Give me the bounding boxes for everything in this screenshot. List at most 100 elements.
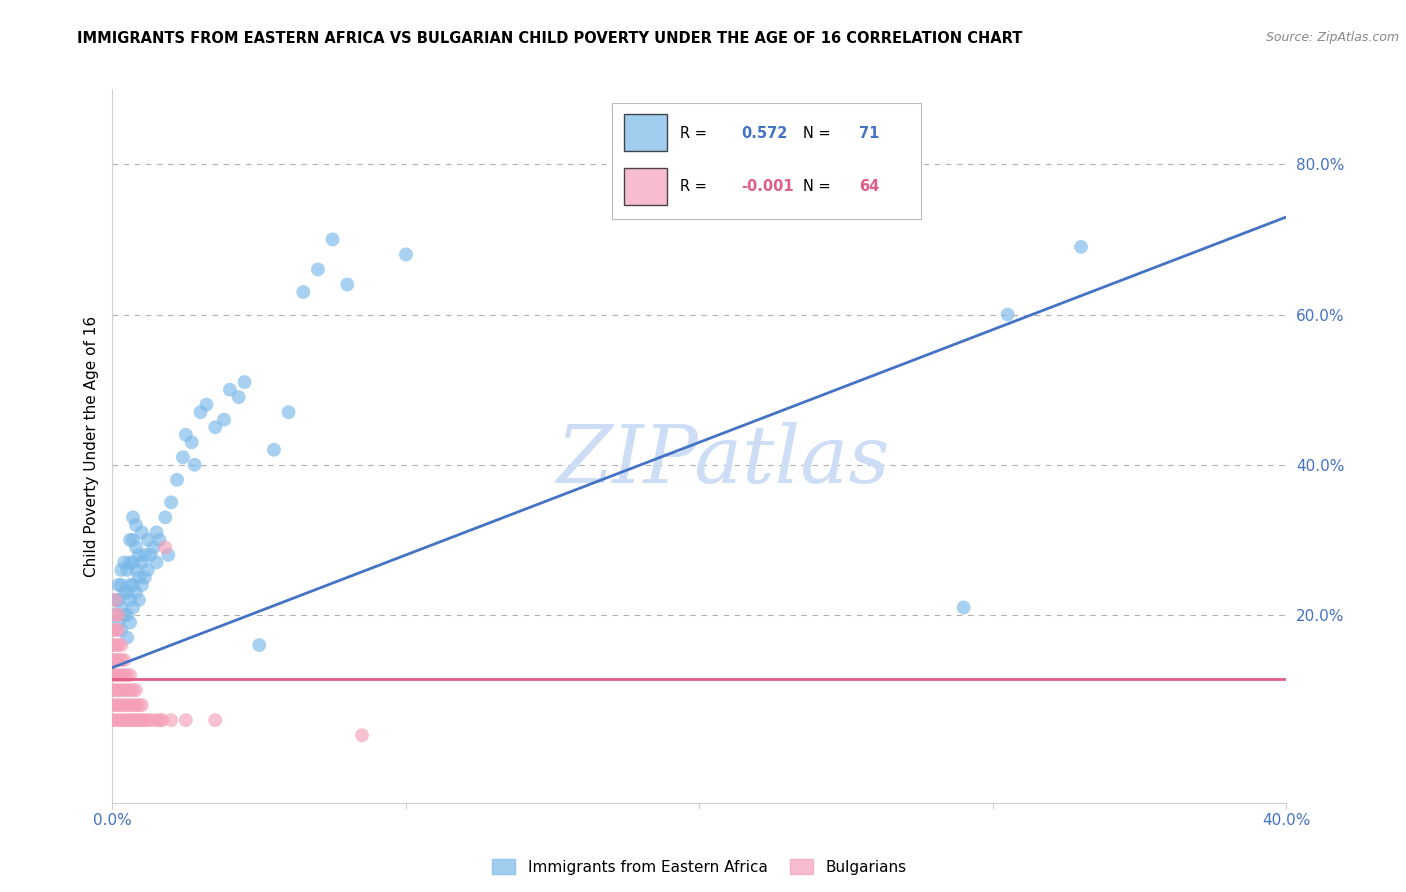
Point bbox=[228, 390, 250, 404]
Point bbox=[125, 585, 148, 599]
Point bbox=[104, 593, 127, 607]
Point bbox=[128, 713, 150, 727]
Point bbox=[204, 420, 226, 434]
Point bbox=[112, 683, 135, 698]
Text: -0.001: -0.001 bbox=[741, 178, 794, 194]
Point bbox=[322, 232, 344, 246]
Point bbox=[101, 668, 124, 682]
Point bbox=[110, 713, 132, 727]
Point bbox=[104, 623, 127, 637]
Point bbox=[125, 563, 148, 577]
Point bbox=[120, 683, 142, 698]
Text: Source: ZipAtlas.com: Source: ZipAtlas.com bbox=[1265, 31, 1399, 45]
Point bbox=[104, 653, 127, 667]
Point bbox=[104, 607, 127, 622]
Text: 0.572: 0.572 bbox=[741, 127, 787, 142]
Point bbox=[122, 698, 145, 713]
Point bbox=[218, 383, 242, 397]
Point bbox=[115, 585, 138, 599]
Text: ZIPatlas: ZIPatlas bbox=[557, 422, 890, 499]
Point bbox=[112, 556, 135, 570]
Point bbox=[115, 683, 138, 698]
Point bbox=[120, 533, 142, 547]
Text: R =: R = bbox=[679, 178, 707, 194]
Point bbox=[160, 495, 183, 509]
Point bbox=[125, 683, 148, 698]
Text: N =: N = bbox=[803, 178, 831, 194]
Point bbox=[104, 683, 127, 698]
Point bbox=[110, 653, 132, 667]
Point bbox=[101, 683, 124, 698]
Point bbox=[160, 713, 183, 727]
Point bbox=[212, 413, 235, 427]
Point bbox=[107, 623, 129, 637]
Point bbox=[120, 615, 142, 630]
Point bbox=[134, 548, 156, 562]
Point bbox=[120, 713, 142, 727]
Point bbox=[263, 442, 285, 457]
Point bbox=[112, 668, 135, 682]
Point bbox=[115, 668, 138, 682]
Point bbox=[104, 713, 127, 727]
Point bbox=[115, 698, 138, 713]
Point bbox=[112, 607, 135, 622]
Point bbox=[190, 405, 212, 419]
Point bbox=[104, 607, 127, 622]
Point bbox=[122, 510, 145, 524]
Point bbox=[125, 713, 148, 727]
Point bbox=[128, 570, 150, 584]
Point bbox=[277, 405, 299, 419]
Point bbox=[120, 593, 142, 607]
Point bbox=[115, 607, 138, 622]
Point bbox=[131, 698, 153, 713]
Point bbox=[997, 308, 1019, 322]
Point bbox=[101, 713, 124, 727]
Point bbox=[122, 683, 145, 698]
Point bbox=[174, 713, 197, 727]
Text: 64: 64 bbox=[859, 178, 879, 194]
Point bbox=[233, 375, 256, 389]
Point bbox=[112, 653, 135, 667]
Point bbox=[952, 600, 974, 615]
Point bbox=[112, 713, 135, 727]
Point bbox=[107, 698, 129, 713]
Point bbox=[145, 525, 167, 540]
Point bbox=[139, 548, 162, 562]
Point bbox=[136, 563, 159, 577]
Point bbox=[112, 585, 135, 599]
Text: R =: R = bbox=[679, 127, 707, 142]
Point bbox=[107, 653, 129, 667]
Point bbox=[134, 570, 156, 584]
Point bbox=[115, 631, 138, 645]
Point bbox=[115, 563, 138, 577]
Point bbox=[131, 713, 153, 727]
Point bbox=[134, 713, 156, 727]
Point bbox=[145, 713, 167, 727]
Point bbox=[110, 698, 132, 713]
Point bbox=[148, 713, 170, 727]
Point bbox=[174, 427, 197, 442]
Point bbox=[107, 607, 129, 622]
Point bbox=[145, 556, 167, 570]
Point bbox=[157, 548, 180, 562]
Point bbox=[136, 713, 159, 727]
Point bbox=[101, 638, 124, 652]
Point bbox=[107, 578, 129, 592]
Point bbox=[350, 728, 373, 742]
Point bbox=[204, 713, 226, 727]
Text: N =: N = bbox=[803, 127, 831, 142]
Point bbox=[107, 638, 129, 652]
Point bbox=[110, 563, 132, 577]
Point bbox=[101, 653, 124, 667]
Point bbox=[395, 247, 418, 261]
Point bbox=[110, 683, 132, 698]
Point bbox=[148, 533, 170, 547]
Point bbox=[155, 541, 177, 555]
Point bbox=[1070, 240, 1092, 254]
Text: 71: 71 bbox=[859, 127, 879, 142]
Point bbox=[195, 398, 218, 412]
Point bbox=[125, 541, 148, 555]
Point bbox=[131, 578, 153, 592]
Point bbox=[131, 525, 153, 540]
Point bbox=[110, 638, 132, 652]
